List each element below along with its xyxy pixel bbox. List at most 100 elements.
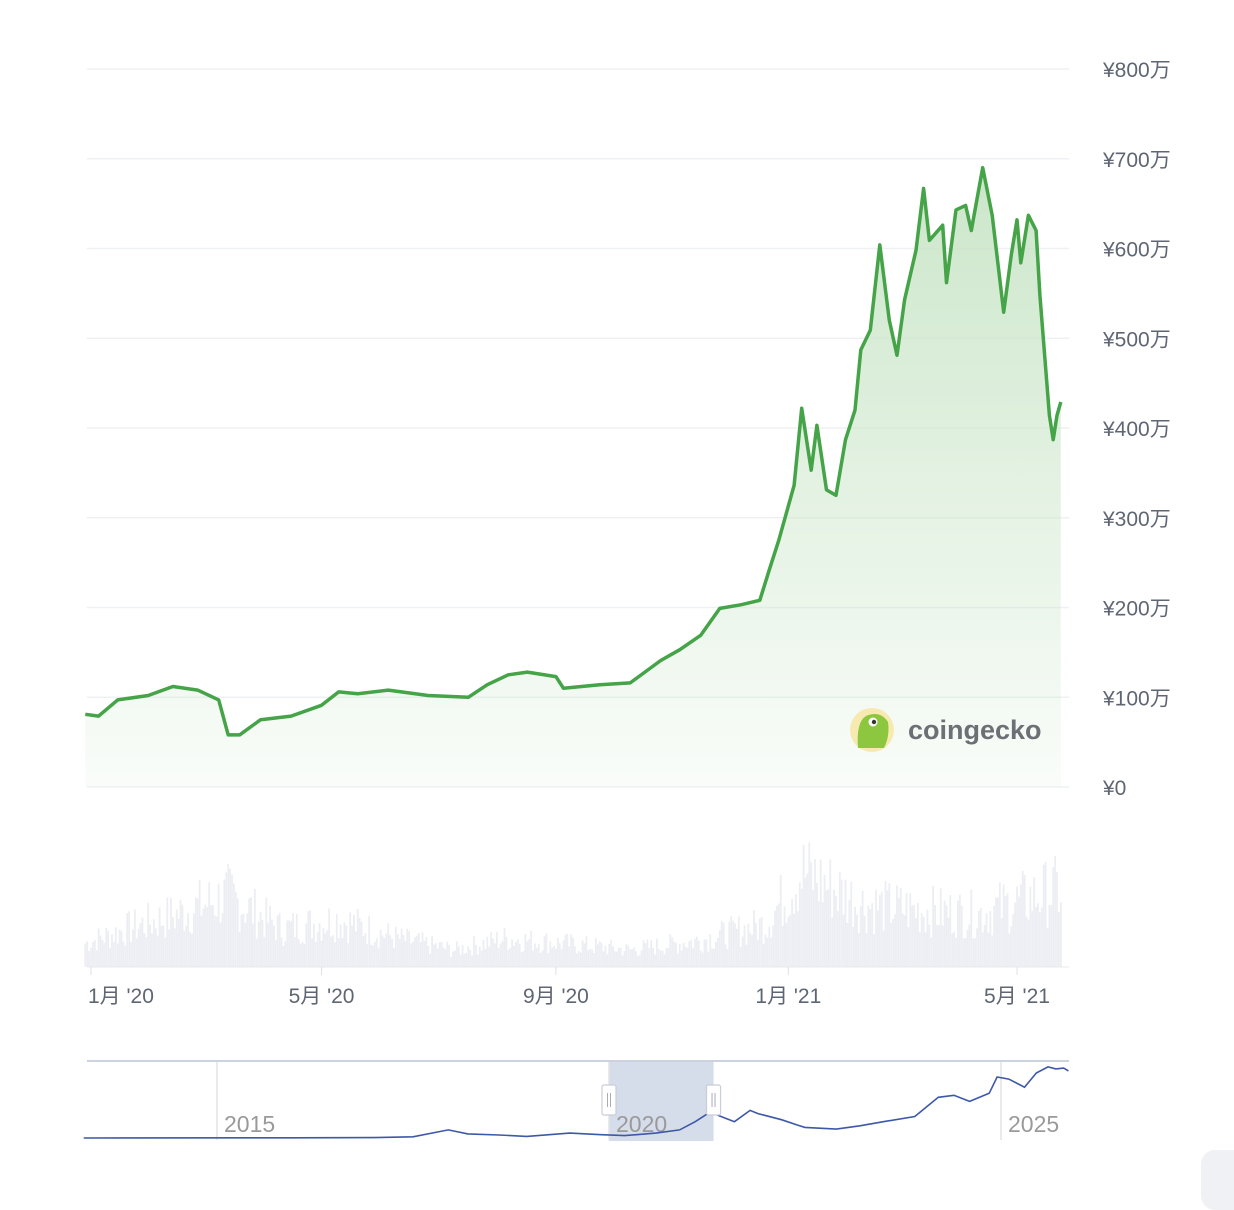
y-tick-label: ¥400万 bbox=[1102, 418, 1171, 441]
volume-bar bbox=[400, 928, 403, 967]
volume-bar bbox=[162, 925, 165, 967]
volume-bar bbox=[233, 883, 235, 967]
volume-bar bbox=[221, 912, 224, 967]
volume-bar bbox=[373, 941, 376, 967]
volume-bar bbox=[654, 954, 656, 967]
volume-bar bbox=[192, 913, 195, 967]
volume-bar bbox=[655, 938, 658, 967]
volume-bar bbox=[560, 949, 563, 967]
volume-bar bbox=[882, 930, 885, 967]
volume-bar bbox=[478, 946, 481, 967]
y-tick-label: ¥300万 bbox=[1102, 508, 1171, 531]
volume-bar bbox=[568, 946, 571, 967]
volume-bar bbox=[528, 939, 531, 967]
volume-bar bbox=[669, 934, 672, 967]
volume-bar bbox=[861, 890, 864, 967]
volume-bar bbox=[267, 922, 270, 967]
volume-bar bbox=[1025, 916, 1028, 967]
volume-bar bbox=[667, 947, 670, 967]
volume-bar bbox=[796, 911, 799, 967]
volume-bar bbox=[934, 904, 936, 967]
volume-bar bbox=[269, 905, 272, 967]
volume-bar bbox=[713, 948, 715, 967]
volume-bar bbox=[688, 941, 691, 967]
volume-bar bbox=[863, 915, 866, 967]
volume-bar bbox=[480, 950, 483, 967]
navigator[interactable]: 2015 2020 2025 bbox=[83, 1060, 1069, 1141]
volume-bar bbox=[154, 928, 157, 967]
volume-bar bbox=[802, 844, 805, 967]
volume-bar bbox=[865, 932, 868, 967]
navigator-handle-left[interactable] bbox=[601, 1084, 617, 1116]
volume-bar bbox=[368, 915, 371, 967]
volume-bar bbox=[1027, 919, 1030, 967]
volume-bar bbox=[333, 942, 336, 967]
volume-bars bbox=[84, 842, 1069, 968]
volume-bar bbox=[968, 924, 971, 967]
volume-bar bbox=[981, 932, 984, 967]
volume-bar bbox=[351, 925, 353, 967]
volume-bar bbox=[532, 950, 534, 967]
y-tick-label: ¥700万 bbox=[1102, 149, 1171, 172]
volume-bar bbox=[612, 946, 614, 967]
volume-bar bbox=[617, 947, 620, 967]
volume-bar bbox=[393, 947, 395, 967]
volume-bar bbox=[84, 943, 87, 967]
navigator-handle-right[interactable] bbox=[705, 1084, 722, 1116]
volume-bar bbox=[593, 952, 595, 967]
volume-bar bbox=[438, 942, 441, 967]
volume-bar bbox=[678, 943, 681, 967]
volume-bar bbox=[225, 872, 228, 967]
volume-bar bbox=[402, 935, 405, 967]
volume-bar bbox=[901, 913, 904, 967]
volume-bar bbox=[844, 879, 847, 967]
volume-bar bbox=[869, 909, 872, 967]
volume-bar bbox=[871, 903, 874, 967]
volume-bar bbox=[726, 949, 729, 967]
volume-bar bbox=[751, 935, 754, 967]
volume-bar bbox=[810, 862, 813, 967]
volume-bar bbox=[606, 954, 609, 967]
volume-bar bbox=[431, 935, 433, 967]
volume-bar bbox=[324, 933, 327, 967]
volume-bar bbox=[1052, 867, 1055, 967]
volume-bar bbox=[724, 944, 727, 967]
volume-bar bbox=[217, 883, 220, 967]
volume-bar bbox=[389, 935, 392, 967]
volume-bar bbox=[160, 925, 163, 967]
volume-bar bbox=[206, 907, 209, 967]
coingecko-logo: coingecko bbox=[850, 708, 1042, 752]
corner-button[interactable] bbox=[1201, 1150, 1234, 1210]
volume-bar bbox=[265, 897, 268, 967]
volume-bar bbox=[995, 897, 997, 967]
volume-bar bbox=[387, 923, 390, 967]
volume-bar bbox=[263, 937, 266, 967]
volume-bar bbox=[652, 947, 654, 967]
volume-bar bbox=[758, 918, 761, 967]
volume-bar bbox=[962, 938, 965, 967]
volume-bar bbox=[625, 944, 628, 967]
volume-bar bbox=[1050, 904, 1053, 967]
volume-bar bbox=[236, 898, 239, 967]
volume-bar bbox=[953, 931, 956, 967]
volume-bar bbox=[139, 923, 142, 967]
volume-bar bbox=[372, 945, 374, 967]
volume-bar bbox=[892, 918, 895, 967]
volume-bar bbox=[945, 905, 948, 967]
volume-bar bbox=[888, 883, 891, 967]
volume-bar bbox=[385, 933, 388, 967]
volume-bar bbox=[850, 881, 853, 967]
volume-bar bbox=[189, 932, 191, 967]
volume-bar bbox=[957, 900, 959, 967]
volume-bar bbox=[545, 933, 548, 967]
price-chart[interactable]: ¥0 ¥100万 ¥200万 ¥300万 ¥400万 ¥500万 ¥600万 ¥700万 ¥80… bbox=[0, 0, 1234, 1178]
volume-bar bbox=[880, 891, 883, 967]
x-axis: 1月 '20 5月 '20 9月 '20 1月 '21 5月 '21 bbox=[88, 967, 1050, 1008]
volume-bar bbox=[1023, 874, 1026, 967]
volume-bar bbox=[760, 916, 763, 967]
volume-bar bbox=[442, 947, 445, 967]
volume-bar bbox=[696, 936, 698, 967]
volume-bar bbox=[812, 890, 815, 967]
volume-bar bbox=[278, 913, 281, 967]
volume-bar bbox=[103, 942, 106, 967]
